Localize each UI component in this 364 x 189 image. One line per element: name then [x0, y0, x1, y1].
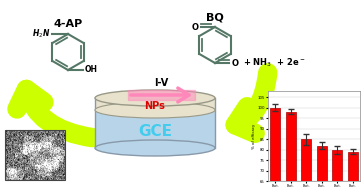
Bar — [301, 139, 311, 189]
Text: NPs: NPs — [145, 101, 165, 111]
FancyBboxPatch shape — [128, 90, 195, 100]
Bar — [5, 130, 65, 180]
FancyArrowPatch shape — [235, 73, 268, 133]
Ellipse shape — [95, 102, 215, 118]
Text: GCE: GCE — [138, 125, 172, 139]
Bar — [95, 110, 215, 148]
FancyArrowPatch shape — [131, 88, 189, 102]
Text: I-V: I-V — [154, 78, 168, 88]
Text: 4-AP: 4-AP — [54, 19, 83, 29]
Text: H$_2$N: H$_2$N — [32, 28, 50, 40]
Bar — [95, 98, 215, 110]
Text: BQ: BQ — [206, 12, 224, 22]
Bar — [332, 150, 342, 189]
Text: OH: OH — [84, 66, 98, 74]
Text: + NH$_3$  + 2e$^-$: + NH$_3$ + 2e$^-$ — [243, 57, 305, 69]
Text: O: O — [191, 22, 198, 32]
Ellipse shape — [95, 140, 215, 156]
Bar — [348, 152, 358, 189]
Bar — [286, 112, 296, 189]
FancyArrowPatch shape — [17, 89, 92, 138]
Y-axis label: % of efficacy: % of efficacy — [252, 123, 256, 149]
Text: O: O — [232, 59, 238, 67]
Bar — [317, 146, 327, 189]
Ellipse shape — [95, 90, 215, 106]
Bar — [270, 108, 280, 189]
